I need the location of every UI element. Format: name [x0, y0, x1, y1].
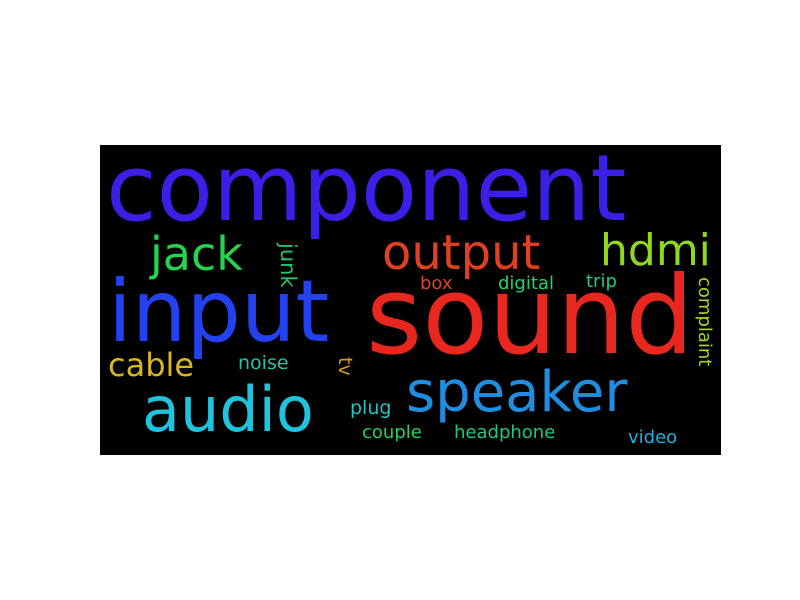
word-component: component [106, 145, 627, 242]
word-trip: trip [586, 271, 617, 292]
word-sound: sound [366, 254, 694, 379]
word-couple: couple [362, 422, 422, 443]
word-tv: tv [334, 357, 356, 376]
word-plug: plug [350, 397, 392, 419]
word-jack: jack [150, 227, 243, 281]
word-speaker: speaker [406, 360, 628, 425]
word-audio: audio [142, 373, 314, 446]
word-complaint: complaint [694, 277, 715, 367]
word-output: output [382, 225, 541, 281]
word-noise: noise [238, 352, 289, 374]
word-cloud: component sound input speaker audio outp… [100, 145, 721, 455]
word-input: input [108, 262, 330, 362]
word-hdmi: hdmi [600, 225, 711, 276]
word-box: box [420, 273, 453, 294]
word-video: video [628, 427, 678, 448]
word-junk: junk [276, 243, 300, 288]
word-cable: cable [108, 346, 195, 384]
word-digital: digital [498, 273, 554, 294]
word-headphone: headphone [454, 422, 556, 443]
